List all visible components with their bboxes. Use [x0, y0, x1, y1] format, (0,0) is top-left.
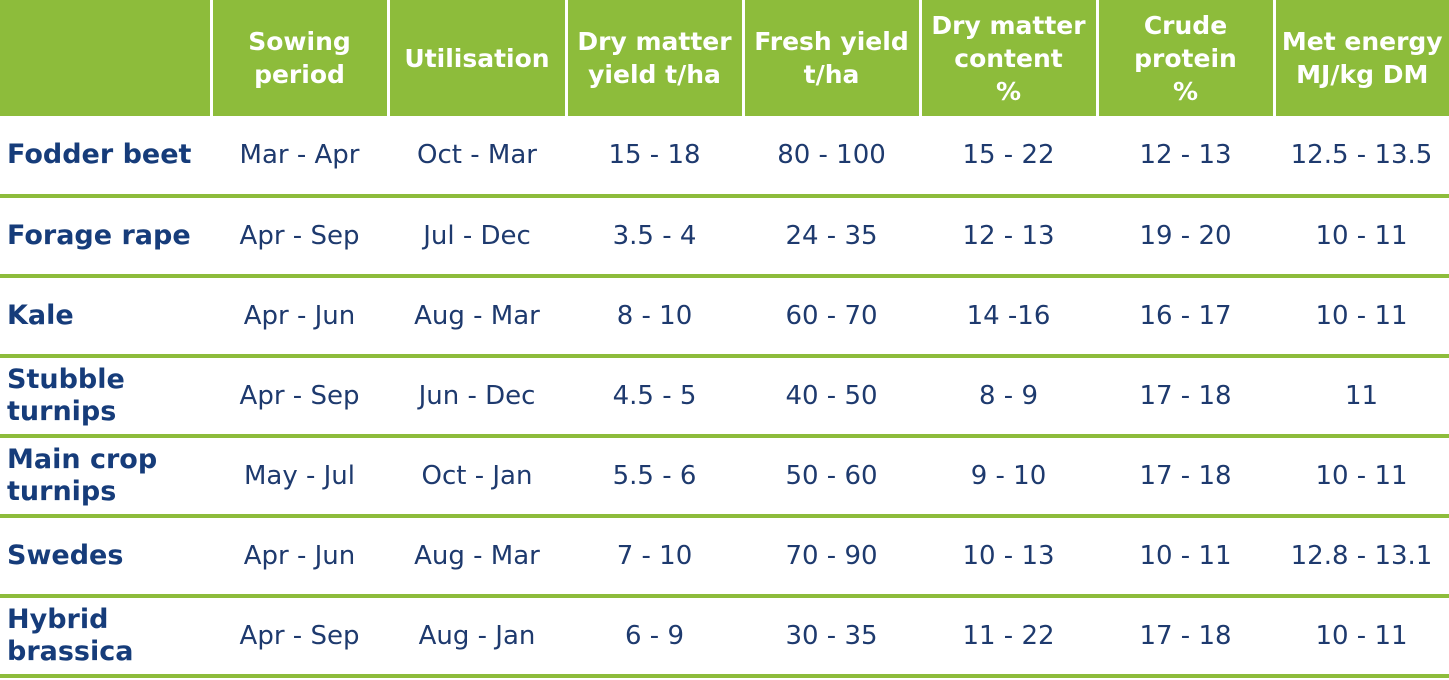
fresh-yield-cell: 70 - 90 [785, 541, 878, 571]
dry-matter-content-cell: 8 - 9 [979, 381, 1038, 411]
sowing-period-cell: Apr - Sep [239, 221, 360, 251]
utilisation-cell: Aug - Mar [414, 541, 540, 571]
dry-matter-content-cell: 12 - 13 [962, 221, 1055, 251]
crude-protein-cell: 10 - 11 [1139, 541, 1232, 571]
table-row: Swedes Apr - Jun Aug - Mar 7 - 10 70 - 9… [0, 516, 1449, 596]
header-met-energy: Met energy MJ/kg DM [1272, 0, 1449, 116]
header-sowing-period: Sowing period [209, 0, 388, 116]
utilisation-cell: Jun - Dec [418, 381, 536, 411]
crop-name: Fodder beet [7, 139, 192, 170]
met-energy-cell: 12.8 - 13.1 [1290, 541, 1433, 571]
dry-matter-content-cell: 9 - 10 [970, 461, 1047, 491]
utilisation-cell: Aug - Jan [418, 621, 536, 651]
sowing-period-cell: May - Jul [243, 461, 356, 491]
sowing-period-cell: Apr - Sep [239, 381, 360, 411]
dry-matter-yield-cell: 4.5 - 5 [612, 381, 697, 411]
utilisation-cell: Jul - Dec [423, 221, 531, 251]
header-crop [0, 0, 211, 116]
crude-protein-cell: 16 - 17 [1139, 301, 1232, 331]
dry-matter-content-cell: 11 - 22 [962, 621, 1055, 651]
fresh-yield-cell: 40 - 50 [785, 381, 878, 411]
dry-matter-yield-cell: 7 - 10 [616, 541, 693, 571]
utilisation-cell: Aug - Mar [414, 301, 540, 331]
header-utilisation: Utilisation [386, 0, 566, 116]
dry-matter-yield-cell: 8 - 10 [616, 301, 693, 331]
header-row: Sowing period Utilisation Dry matter yield… [0, 0, 1449, 116]
utilisation-cell: Oct - Jan [421, 461, 533, 491]
dry-matter-content-cell: 14 -16 [966, 301, 1051, 331]
dry-matter-yield-cell: 6 - 9 [625, 621, 684, 651]
crude-protein-cell: 12 - 13 [1139, 140, 1232, 170]
header-crude-protein: Crude protein% [1095, 0, 1274, 116]
met-energy-cell: 10 - 11 [1315, 461, 1408, 491]
table-row: Fodder beet Mar - Apr Oct - Mar 15 - 18 … [0, 116, 1449, 196]
dry-matter-content-cell: 10 - 13 [962, 541, 1055, 571]
sowing-period-cell: Apr - Jun [243, 541, 356, 571]
fresh-yield-cell: 60 - 70 [785, 301, 878, 331]
dry-matter-yield-cell: 5.5 - 6 [612, 461, 697, 491]
crop-name: Main crop turnips [7, 444, 158, 507]
crop-name: Swedes [7, 540, 124, 571]
crop-name: Kale [7, 300, 74, 331]
met-energy-cell: 10 - 11 [1315, 301, 1408, 331]
table-row: Main crop turnips May - Jul Oct - Jan 5.… [0, 436, 1449, 516]
sowing-period-cell: Apr - Jun [243, 301, 356, 331]
crude-protein-cell: 19 - 20 [1139, 221, 1232, 251]
table-body: Fodder beet Mar - Apr Oct - Mar 15 - 18 … [0, 116, 1449, 676]
crop-name: Stubble turnips [7, 364, 125, 427]
table-row: Forage rape Apr - Sep Jul - Dec 3.5 - 4 … [0, 196, 1449, 276]
utilisation-cell: Oct - Mar [417, 140, 537, 170]
header-dry-matter-yield: Dry matter yield t/ha [564, 0, 743, 116]
table-row: Stubble turnips Apr - Sep Jun - Dec 4.5 … [0, 356, 1449, 436]
sowing-period-cell: Apr - Sep [239, 621, 360, 651]
fresh-yield-cell: 24 - 35 [785, 221, 878, 251]
crude-protein-cell: 17 - 18 [1139, 381, 1232, 411]
header-dry-matter-content: Dry matter content% [918, 0, 1097, 116]
table-row: Hybrid brassica Apr - Sep Aug - Jan 6 - … [0, 596, 1449, 676]
sowing-period-cell: Mar - Apr [239, 140, 360, 170]
table-header: Sowing period Utilisation Dry matter yield… [0, 0, 1449, 116]
crop-name: Forage rape [7, 220, 191, 251]
dry-matter-yield-cell: 3.5 - 4 [612, 221, 697, 251]
crude-protein-cell: 17 - 18 [1139, 461, 1232, 491]
met-energy-cell: 10 - 11 [1315, 621, 1408, 651]
fresh-yield-cell: 80 - 100 [777, 140, 886, 170]
crude-protein-cell: 17 - 18 [1139, 621, 1232, 651]
met-energy-cell: 10 - 11 [1315, 221, 1408, 251]
table-row: Kale Apr - Jun Aug - Mar 8 - 10 60 - 70 … [0, 276, 1449, 356]
fresh-yield-cell: 50 - 60 [785, 461, 878, 491]
crop-name: Hybrid brassica [7, 604, 134, 667]
dry-matter-yield-cell: 15 - 18 [608, 140, 701, 170]
met-energy-cell: 11 [1344, 381, 1379, 411]
fresh-yield-cell: 30 - 35 [785, 621, 878, 651]
met-energy-cell: 12.5 - 13.5 [1290, 140, 1433, 170]
header-fresh-yield: Fresh yield t/ha [741, 0, 920, 116]
dry-matter-content-cell: 15 - 22 [962, 140, 1055, 170]
